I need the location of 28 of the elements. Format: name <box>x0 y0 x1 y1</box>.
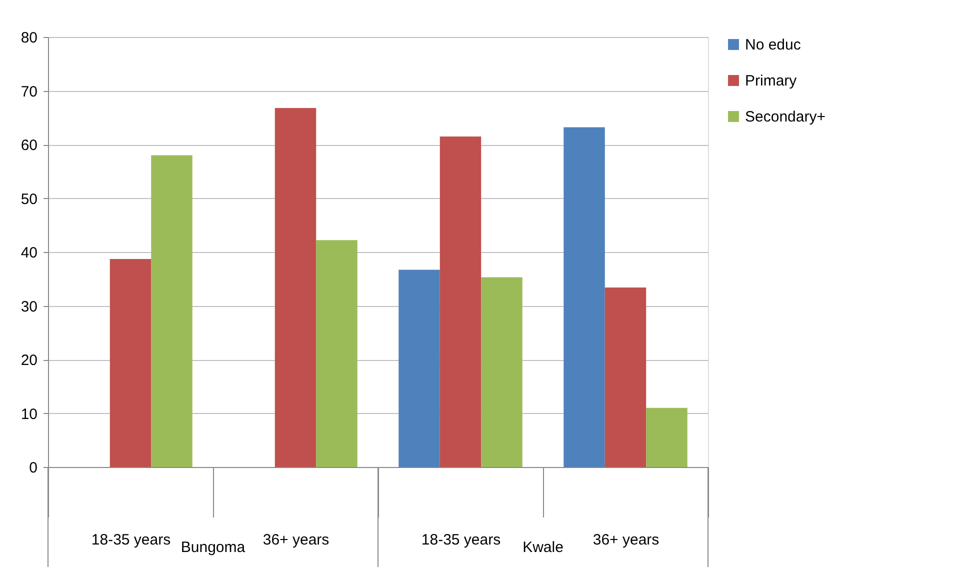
y-tick-label: 80 <box>20 30 38 46</box>
y-tick-label: 20 <box>20 352 38 369</box>
bar <box>440 136 482 467</box>
bar <box>274 108 316 467</box>
bar <box>481 277 522 467</box>
text: Kwale <box>522 539 564 556</box>
bar <box>646 408 688 467</box>
y-tick-label: 10 <box>20 406 38 423</box>
y-tick-label: 0 <box>29 460 38 476</box>
legend-label: No educ <box>745 36 802 54</box>
legend-label: Secondary+ <box>745 108 826 126</box>
bar <box>110 258 152 467</box>
y-tick-label: 50 <box>20 190 38 208</box>
y-tick-label: 60 <box>20 137 38 154</box>
y-tick-label: 40 <box>20 244 38 262</box>
y-tick-label: 70 <box>20 83 38 100</box>
legend-label: Primary <box>745 72 798 90</box>
bar <box>316 240 358 467</box>
x-tick-label: 18-35 years <box>91 532 171 548</box>
text: Bungoma <box>180 539 246 556</box>
x-tick-label: 18-35 years <box>421 532 501 548</box>
bar <box>604 287 646 467</box>
x-tick-label: 36+ years <box>592 532 660 548</box>
bar <box>564 127 605 467</box>
y-tick-label: 30 <box>20 298 38 316</box>
x-tick-label: 36+ years <box>262 532 330 548</box>
bar <box>398 270 440 467</box>
bar <box>151 155 192 467</box>
